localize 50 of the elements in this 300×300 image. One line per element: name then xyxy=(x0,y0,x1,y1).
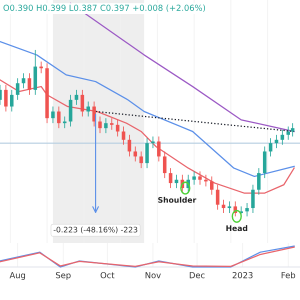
candlestick xyxy=(145,138,149,169)
x-tick-label: Sep xyxy=(56,272,71,280)
candlestick xyxy=(204,174,208,187)
candlestick xyxy=(39,61,43,74)
x-tick-label: 2023 xyxy=(232,272,253,278)
candlestick xyxy=(116,119,120,137)
candlestick xyxy=(280,129,284,146)
candlestick xyxy=(34,50,38,96)
candlestick xyxy=(157,136,161,162)
x-tick-label: Feb xyxy=(282,272,296,278)
x-tick-label: Aug xyxy=(10,272,26,280)
candlestick xyxy=(57,106,61,129)
candlestick xyxy=(198,171,202,186)
candlestick xyxy=(10,89,14,112)
candlestick xyxy=(210,176,214,196)
candlestick xyxy=(168,168,172,188)
candlestick xyxy=(245,202,249,217)
candlestick xyxy=(139,151,143,169)
candlestick xyxy=(104,118,108,134)
candlestick xyxy=(74,89,78,106)
candlestick xyxy=(110,118,114,130)
candlestick xyxy=(257,168,261,196)
candlestick xyxy=(98,116,102,134)
candlestick xyxy=(134,146,138,162)
x-tick-label: Dec xyxy=(190,272,205,278)
candlestick xyxy=(16,78,20,100)
candlestick xyxy=(222,199,226,214)
candlestick xyxy=(80,89,84,117)
candlestick xyxy=(4,84,8,112)
candlestick xyxy=(162,151,166,179)
candlestick xyxy=(286,126,290,140)
candlestick xyxy=(290,122,294,137)
candlestick xyxy=(192,171,196,186)
candlestick xyxy=(228,200,232,214)
candlestick xyxy=(68,94,72,127)
candlestick xyxy=(128,134,132,157)
candlestick xyxy=(62,116,66,129)
candlestick xyxy=(86,101,90,117)
candlestick xyxy=(28,72,32,96)
candlestick xyxy=(262,146,266,179)
x-tick-label: Oct xyxy=(100,272,114,278)
candlestick xyxy=(216,184,220,210)
candlestick xyxy=(268,138,272,157)
x-tick-label: Nov xyxy=(146,272,161,278)
chart-title: O0.390 H0.399 L0.387 C0.397 +0.008 (+2.06%) xyxy=(3,4,206,12)
candlestick xyxy=(22,72,26,89)
candlestick xyxy=(122,126,126,146)
candlestick xyxy=(251,184,255,214)
candlestick xyxy=(51,106,55,124)
candlestick xyxy=(151,136,155,149)
